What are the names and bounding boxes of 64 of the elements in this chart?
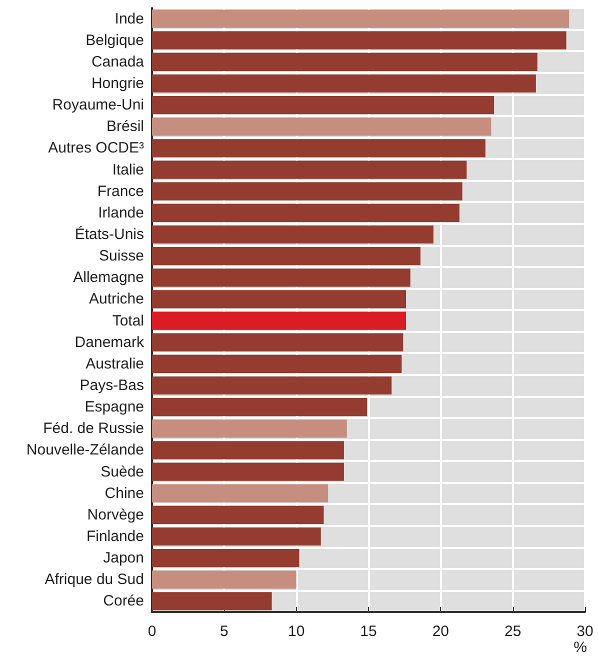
y-tick-label: Autriche bbox=[88, 290, 144, 308]
bar bbox=[152, 118, 492, 136]
y-tick-label: Allemagne bbox=[73, 269, 144, 286]
x-tick-label: 10 bbox=[288, 623, 305, 640]
bar bbox=[152, 484, 328, 502]
y-tick-label: Afrique du Sud bbox=[44, 571, 144, 588]
y-tick-label: Royaume-Uni bbox=[52, 96, 144, 114]
y-tick-label: Belgique bbox=[86, 32, 144, 49]
y-tick-label: Australie bbox=[86, 355, 144, 372]
bar bbox=[152, 268, 410, 287]
bar bbox=[152, 527, 321, 546]
y-tick-label: Total bbox=[112, 312, 144, 330]
y-tick-label: Autres OCDE³ bbox=[48, 140, 144, 157]
x-tick-label: 30 bbox=[576, 623, 594, 640]
bar bbox=[152, 96, 494, 114]
bar bbox=[152, 74, 536, 93]
bar bbox=[152, 441, 344, 460]
bar bbox=[152, 506, 324, 524]
bar bbox=[152, 354, 402, 373]
y-tick-label: Inde bbox=[114, 10, 144, 28]
bar bbox=[152, 247, 420, 266]
y-tick-label: Norvège bbox=[87, 506, 144, 524]
bar bbox=[152, 570, 296, 589]
x-tick-label: 0 bbox=[148, 623, 156, 640]
x-tick-label: 20 bbox=[432, 623, 450, 640]
y-tick-label: Espagne bbox=[84, 398, 144, 416]
x-tick-label: 25 bbox=[504, 623, 522, 640]
bar bbox=[152, 462, 344, 481]
bar bbox=[152, 182, 462, 200]
bar bbox=[152, 333, 404, 352]
x-axis-title: % bbox=[574, 639, 587, 656]
y-tick-label: Brésil bbox=[106, 118, 144, 136]
y-tick-label: Canada bbox=[91, 53, 145, 70]
bar bbox=[152, 225, 434, 244]
bar bbox=[152, 376, 392, 395]
y-tick-label: Féd. de Russie bbox=[43, 420, 144, 438]
y-tick-label: Suisse bbox=[98, 248, 144, 265]
bar bbox=[152, 52, 538, 71]
y-tick-label: Irlande bbox=[98, 204, 144, 222]
y-tick-label: Japon bbox=[103, 550, 144, 567]
y-tick-label: Suède bbox=[100, 463, 144, 480]
y-tick-label: États-Unis bbox=[74, 225, 144, 243]
bar bbox=[152, 290, 406, 308]
y-tick-label: Finlande bbox=[86, 528, 144, 545]
y-tick-label: France bbox=[97, 182, 144, 200]
bar bbox=[152, 420, 347, 438]
y-tick-label: Corée bbox=[103, 592, 144, 610]
y-tick-label: Chine bbox=[104, 484, 144, 502]
x-tick-label: 5 bbox=[220, 623, 228, 640]
y-tick-label: Pays-Bas bbox=[80, 377, 144, 394]
bar bbox=[152, 398, 368, 416]
y-tick-label: Danemark bbox=[74, 334, 144, 351]
bar bbox=[152, 592, 272, 610]
bar bbox=[152, 549, 300, 568]
bar bbox=[152, 312, 406, 330]
x-tick-label: 15 bbox=[360, 623, 377, 640]
y-tick-label: Hongrie bbox=[91, 75, 144, 92]
bar bbox=[152, 10, 570, 28]
bar bbox=[152, 139, 486, 158]
y-tick-label: Italie bbox=[112, 161, 144, 178]
bar bbox=[152, 31, 566, 50]
bar bbox=[152, 160, 467, 179]
y-tick-label: Nouvelle-Zélande bbox=[26, 442, 144, 459]
bar bbox=[152, 204, 460, 222]
